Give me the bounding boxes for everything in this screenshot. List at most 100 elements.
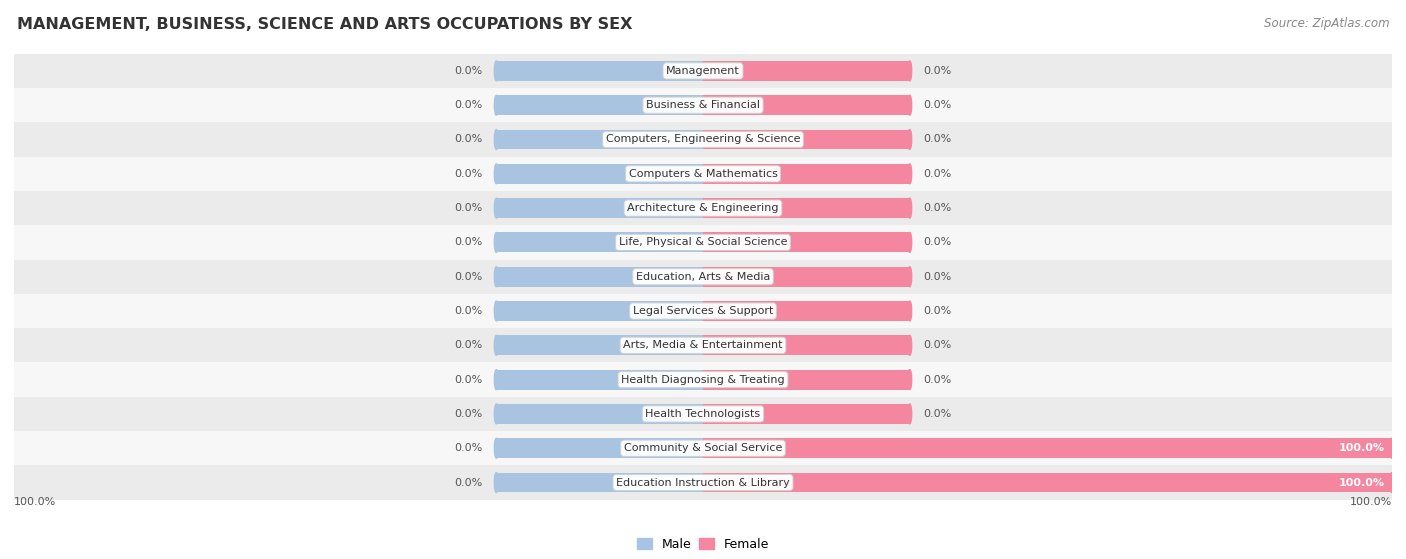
Bar bbox=[14, 431, 1392, 465]
Bar bbox=[496, 233, 703, 252]
Bar bbox=[703, 267, 910, 287]
Text: Legal Services & Support: Legal Services & Support bbox=[633, 306, 773, 316]
Bar bbox=[703, 404, 910, 424]
Text: Architecture & Engineering: Architecture & Engineering bbox=[627, 203, 779, 213]
Bar bbox=[496, 335, 703, 356]
Text: 0.0%: 0.0% bbox=[454, 135, 482, 144]
Circle shape bbox=[495, 301, 498, 321]
Circle shape bbox=[908, 335, 911, 356]
Text: Management: Management bbox=[666, 66, 740, 76]
Text: 0.0%: 0.0% bbox=[924, 66, 952, 76]
Text: 0.0%: 0.0% bbox=[454, 169, 482, 179]
Text: 100.0%: 100.0% bbox=[14, 498, 56, 508]
Bar bbox=[14, 397, 1392, 431]
Bar bbox=[496, 267, 703, 287]
Text: MANAGEMENT, BUSINESS, SCIENCE AND ARTS OCCUPATIONS BY SEX: MANAGEMENT, BUSINESS, SCIENCE AND ARTS O… bbox=[17, 17, 633, 32]
Circle shape bbox=[1391, 472, 1393, 492]
Bar bbox=[14, 465, 1392, 500]
Circle shape bbox=[495, 267, 498, 287]
Circle shape bbox=[908, 61, 911, 81]
Circle shape bbox=[495, 95, 498, 115]
Circle shape bbox=[495, 472, 498, 492]
Bar bbox=[496, 95, 703, 115]
Circle shape bbox=[908, 404, 911, 424]
Circle shape bbox=[908, 267, 911, 287]
Circle shape bbox=[908, 233, 911, 252]
Bar bbox=[14, 122, 1392, 157]
Text: 0.0%: 0.0% bbox=[454, 409, 482, 419]
Text: 0.0%: 0.0% bbox=[454, 203, 482, 213]
Text: Source: ZipAtlas.com: Source: ZipAtlas.com bbox=[1264, 17, 1389, 30]
Text: Education, Arts & Media: Education, Arts & Media bbox=[636, 272, 770, 282]
Circle shape bbox=[495, 335, 498, 356]
Circle shape bbox=[495, 233, 498, 252]
Text: 0.0%: 0.0% bbox=[924, 409, 952, 419]
Circle shape bbox=[908, 369, 911, 390]
Bar bbox=[496, 438, 703, 458]
Bar bbox=[703, 301, 910, 321]
Legend: Male, Female: Male, Female bbox=[631, 533, 775, 556]
Text: 0.0%: 0.0% bbox=[454, 443, 482, 453]
Bar bbox=[703, 130, 910, 149]
Text: Health Technologists: Health Technologists bbox=[645, 409, 761, 419]
Bar bbox=[14, 191, 1392, 225]
Bar bbox=[703, 335, 910, 356]
Text: 0.0%: 0.0% bbox=[454, 477, 482, 487]
Text: Life, Physical & Social Science: Life, Physical & Social Science bbox=[619, 238, 787, 248]
Text: Business & Financial: Business & Financial bbox=[645, 100, 761, 110]
Text: 100.0%: 100.0% bbox=[1339, 443, 1385, 453]
Text: Computers, Engineering & Science: Computers, Engineering & Science bbox=[606, 135, 800, 144]
Circle shape bbox=[908, 301, 911, 321]
Circle shape bbox=[495, 438, 498, 458]
Text: 0.0%: 0.0% bbox=[454, 100, 482, 110]
Bar bbox=[496, 198, 703, 218]
Bar bbox=[703, 233, 910, 252]
Circle shape bbox=[495, 61, 498, 81]
Bar bbox=[496, 404, 703, 424]
Bar bbox=[703, 369, 910, 390]
Text: Community & Social Service: Community & Social Service bbox=[624, 443, 782, 453]
Bar bbox=[703, 472, 1392, 492]
Bar bbox=[496, 61, 703, 81]
Text: 0.0%: 0.0% bbox=[924, 375, 952, 385]
Bar bbox=[496, 164, 703, 184]
Circle shape bbox=[908, 198, 911, 218]
Text: 0.0%: 0.0% bbox=[454, 238, 482, 248]
Circle shape bbox=[495, 164, 498, 184]
Bar bbox=[703, 198, 910, 218]
Text: 0.0%: 0.0% bbox=[924, 203, 952, 213]
Circle shape bbox=[908, 130, 911, 149]
Text: 0.0%: 0.0% bbox=[924, 169, 952, 179]
Text: 0.0%: 0.0% bbox=[924, 100, 952, 110]
Bar bbox=[496, 130, 703, 149]
Bar bbox=[703, 61, 910, 81]
Bar bbox=[14, 225, 1392, 259]
Text: 0.0%: 0.0% bbox=[924, 238, 952, 248]
Bar bbox=[703, 164, 910, 184]
Bar bbox=[496, 369, 703, 390]
Bar bbox=[496, 301, 703, 321]
Text: 0.0%: 0.0% bbox=[924, 340, 952, 350]
Bar bbox=[14, 88, 1392, 122]
Text: 0.0%: 0.0% bbox=[924, 272, 952, 282]
Text: 0.0%: 0.0% bbox=[924, 135, 952, 144]
Circle shape bbox=[1391, 438, 1393, 458]
Text: 0.0%: 0.0% bbox=[454, 340, 482, 350]
Text: Computers & Mathematics: Computers & Mathematics bbox=[628, 169, 778, 179]
Text: 0.0%: 0.0% bbox=[454, 66, 482, 76]
Circle shape bbox=[495, 404, 498, 424]
Text: 0.0%: 0.0% bbox=[454, 272, 482, 282]
Text: 100.0%: 100.0% bbox=[1350, 498, 1392, 508]
Bar bbox=[14, 54, 1392, 88]
Text: 0.0%: 0.0% bbox=[924, 306, 952, 316]
Text: Arts, Media & Entertainment: Arts, Media & Entertainment bbox=[623, 340, 783, 350]
Bar bbox=[703, 438, 1392, 458]
Circle shape bbox=[495, 130, 498, 149]
Bar bbox=[14, 157, 1392, 191]
Bar bbox=[14, 328, 1392, 362]
Bar bbox=[703, 95, 910, 115]
Bar bbox=[14, 259, 1392, 294]
Circle shape bbox=[908, 164, 911, 184]
Text: 0.0%: 0.0% bbox=[454, 375, 482, 385]
Circle shape bbox=[908, 95, 911, 115]
